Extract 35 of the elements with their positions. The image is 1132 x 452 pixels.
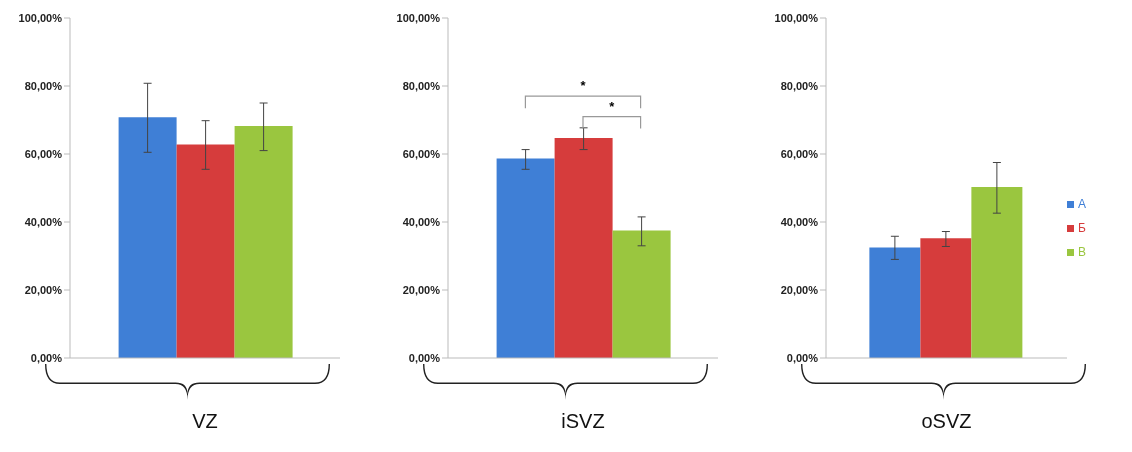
y-tick-label: 40,00% (780, 215, 819, 228)
annotation: * (580, 78, 587, 94)
x-tick-label: VZ (192, 410, 218, 432)
y-tick-label: 60,00% (402, 147, 441, 160)
y-tick-label: 100,00% (396, 11, 441, 24)
bar (234, 126, 293, 358)
y-tick-label: 80,00% (24, 79, 63, 92)
bar (869, 247, 921, 358)
y-tick-label: 20,00% (24, 283, 63, 296)
legend-label: А (1077, 197, 1086, 211)
bar (496, 158, 555, 358)
legend-label: В (1077, 245, 1086, 259)
y-tick-label: 60,00% (24, 147, 63, 160)
bar (554, 138, 613, 358)
y-tick-label: 0,00% (408, 351, 441, 364)
bar (176, 144, 235, 358)
y-tick-label: 80,00% (402, 79, 441, 92)
y-tick-label: 80,00% (780, 79, 819, 92)
y-tick-label: 100,00% (18, 11, 63, 24)
bar (612, 230, 671, 358)
annotation: * (609, 98, 616, 114)
x-tick-label: oSVZ (921, 410, 972, 432)
y-tick-label: 0,00% (30, 351, 63, 364)
legend-label: Б (1077, 221, 1086, 235)
y-tick-label: 40,00% (402, 215, 441, 228)
y-tick-label: 60,00% (780, 147, 819, 160)
x-tick-label: iSVZ (561, 410, 605, 432)
y-tick-label: 0,00% (786, 351, 819, 364)
bar (971, 186, 1023, 358)
bar (118, 117, 177, 358)
y-tick-label: 20,00% (402, 283, 441, 296)
y-tick-label: 20,00% (780, 283, 819, 296)
y-tick-label: 40,00% (24, 215, 63, 228)
y-tick-label: 100,00% (774, 11, 819, 24)
bar (920, 238, 972, 358)
